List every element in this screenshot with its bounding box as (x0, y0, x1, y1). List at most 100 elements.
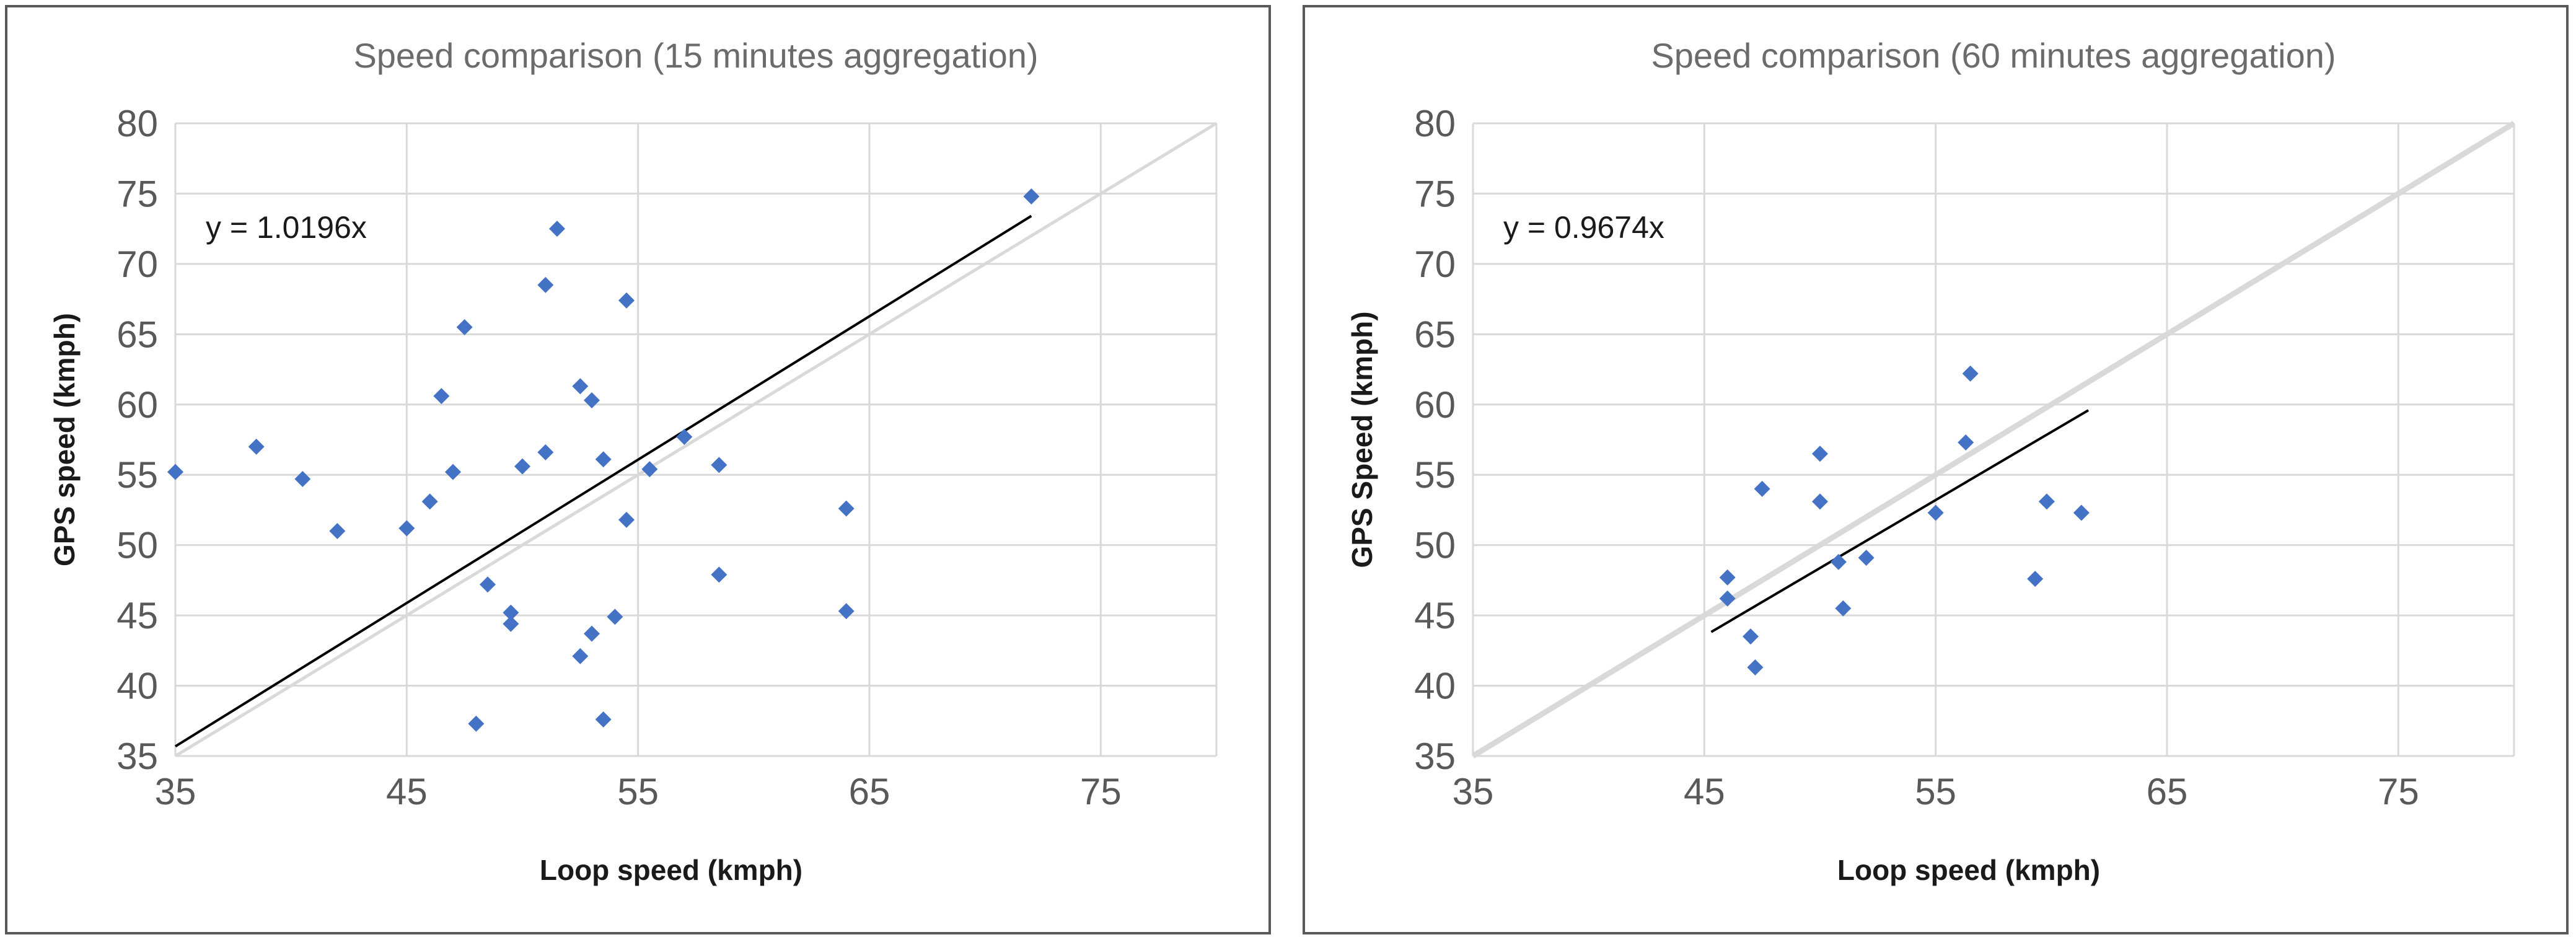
data-point-14 (537, 276, 554, 293)
data-point-6 (433, 388, 450, 405)
data-point-20 (584, 625, 600, 642)
data-point-30 (838, 500, 855, 517)
chart-panel-60min: 35 40 45 50 55 60 65 70 75 80 35 45 55 65 75 Speed com… (1303, 5, 2569, 934)
data-point-7 (1830, 553, 1847, 570)
data-point-26 (641, 461, 658, 478)
y-tick-60: 60 (1414, 384, 1456, 426)
data-point-10 (480, 576, 496, 593)
x-tick-65: 65 (849, 771, 890, 812)
data-point-24 (618, 292, 635, 309)
x-tick-35: 35 (155, 771, 196, 812)
data-point-7 (445, 464, 461, 480)
data-points (1719, 365, 2090, 676)
y-tick-70: 70 (1414, 244, 1456, 285)
data-point-17 (572, 648, 589, 664)
y-axis-label: GPS speed (kmph) (48, 313, 81, 566)
data-point-10 (1927, 504, 1944, 521)
data-point-3 (329, 522, 346, 539)
data-point-6 (1812, 493, 1828, 510)
x-tick-65: 65 (2147, 771, 2188, 812)
trendline-group (1710, 409, 2090, 633)
y-tick-65: 65 (116, 314, 158, 355)
data-point-8 (456, 319, 473, 335)
data-point-9 (468, 715, 485, 732)
data-point-5 (421, 493, 438, 510)
reference-line (1471, 121, 2516, 758)
data-point-2 (294, 471, 311, 488)
x-tick-75: 75 (2378, 771, 2419, 812)
data-point-25 (618, 511, 635, 528)
data-point-11 (1958, 434, 1974, 451)
data-point-32 (1023, 188, 1040, 204)
data-point-12 (1962, 365, 1979, 382)
y-tick-40: 40 (1414, 666, 1456, 707)
data-point-13 (2027, 571, 2044, 587)
y-tick-35: 35 (1414, 736, 1456, 777)
trendline (1710, 409, 2090, 633)
y-tick-55: 55 (1414, 454, 1456, 496)
data-point-18 (572, 378, 589, 395)
chart-title: Speed comparison (15 minutes aggregation… (353, 36, 1038, 75)
data-point-31 (838, 603, 855, 620)
data-point-15 (537, 444, 554, 460)
data-point-29 (711, 566, 728, 583)
reference-line (174, 121, 1218, 758)
y-tick-75: 75 (1414, 173, 1456, 214)
data-point-15 (2073, 504, 2090, 521)
x-tick-55: 55 (1915, 771, 1956, 812)
data-point-23 (607, 609, 623, 625)
x-tick-75: 75 (1080, 771, 1122, 812)
data-point-1 (1719, 590, 1736, 607)
scatter-chart-60min: 35 40 45 50 55 60 65 70 75 80 35 45 55 65 75 Speed com… (1346, 36, 2516, 886)
x-tick-55: 55 (617, 771, 659, 812)
data-point-11 (503, 604, 519, 621)
y-tick-80: 80 (1414, 103, 1456, 144)
y-tick-40: 40 (116, 666, 158, 707)
data-point-9 (1858, 550, 1875, 566)
data-point-4 (398, 520, 415, 537)
data-point-28 (711, 457, 728, 473)
data-point-2 (1743, 628, 1759, 645)
trendline (174, 214, 1032, 748)
x-tick-45: 45 (1684, 771, 1725, 812)
data-point-22 (595, 711, 612, 728)
y-axis-label: GPS Speed (kmph) (1346, 311, 1378, 568)
y-tick-50: 50 (116, 525, 158, 566)
data-points (167, 188, 1040, 732)
data-point-21 (595, 451, 612, 468)
data-point-4 (1754, 480, 1770, 497)
data-point-0 (1719, 569, 1736, 586)
chart-panel-15min: 35 40 45 50 55 60 65 70 75 80 35 45 55 65 75 Speed com… (5, 5, 1271, 934)
grid-lines (1472, 122, 2515, 757)
data-point-13 (514, 458, 530, 475)
data-point-14 (2038, 493, 2055, 510)
data-point-16 (549, 221, 565, 237)
scatter-chart-15min: 35 40 45 50 55 60 65 70 75 80 35 45 55 65 75 Speed com… (48, 36, 1218, 886)
data-point-1 (248, 438, 265, 455)
data-point-8 (1835, 600, 1852, 617)
x-axis-label: Loop speed (kmph) (1837, 854, 2100, 886)
trendline-group (174, 214, 1032, 748)
data-point-19 (584, 392, 600, 408)
data-point-3 (1747, 659, 1764, 676)
reference-line-group (1471, 121, 2516, 758)
y-tick-55: 55 (116, 454, 158, 496)
tick-labels: 35 40 45 50 55 60 65 70 75 80 35 45 55 65 75 (116, 103, 1121, 812)
y-tick-35: 35 (116, 736, 158, 777)
trendline-equation: y = 0.9674x (1503, 210, 1664, 245)
grid-lines (174, 122, 1218, 757)
y-tick-45: 45 (116, 595, 158, 636)
tick-labels: 35 40 45 50 55 60 65 70 75 80 35 45 55 65 75 (1414, 103, 2419, 812)
y-tick-75: 75 (116, 173, 158, 214)
reference-line-group (174, 121, 1218, 758)
y-tick-45: 45 (1414, 595, 1456, 636)
y-tick-65: 65 (1414, 314, 1456, 355)
data-point-27 (676, 428, 693, 445)
y-tick-60: 60 (116, 384, 158, 426)
trendline-equation: y = 1.0196x (206, 210, 367, 245)
x-axis-label: Loop speed (kmph) (540, 854, 802, 886)
y-tick-70: 70 (116, 244, 158, 285)
data-point-12 (503, 615, 519, 632)
y-tick-80: 80 (116, 103, 158, 144)
y-tick-50: 50 (1414, 525, 1456, 566)
